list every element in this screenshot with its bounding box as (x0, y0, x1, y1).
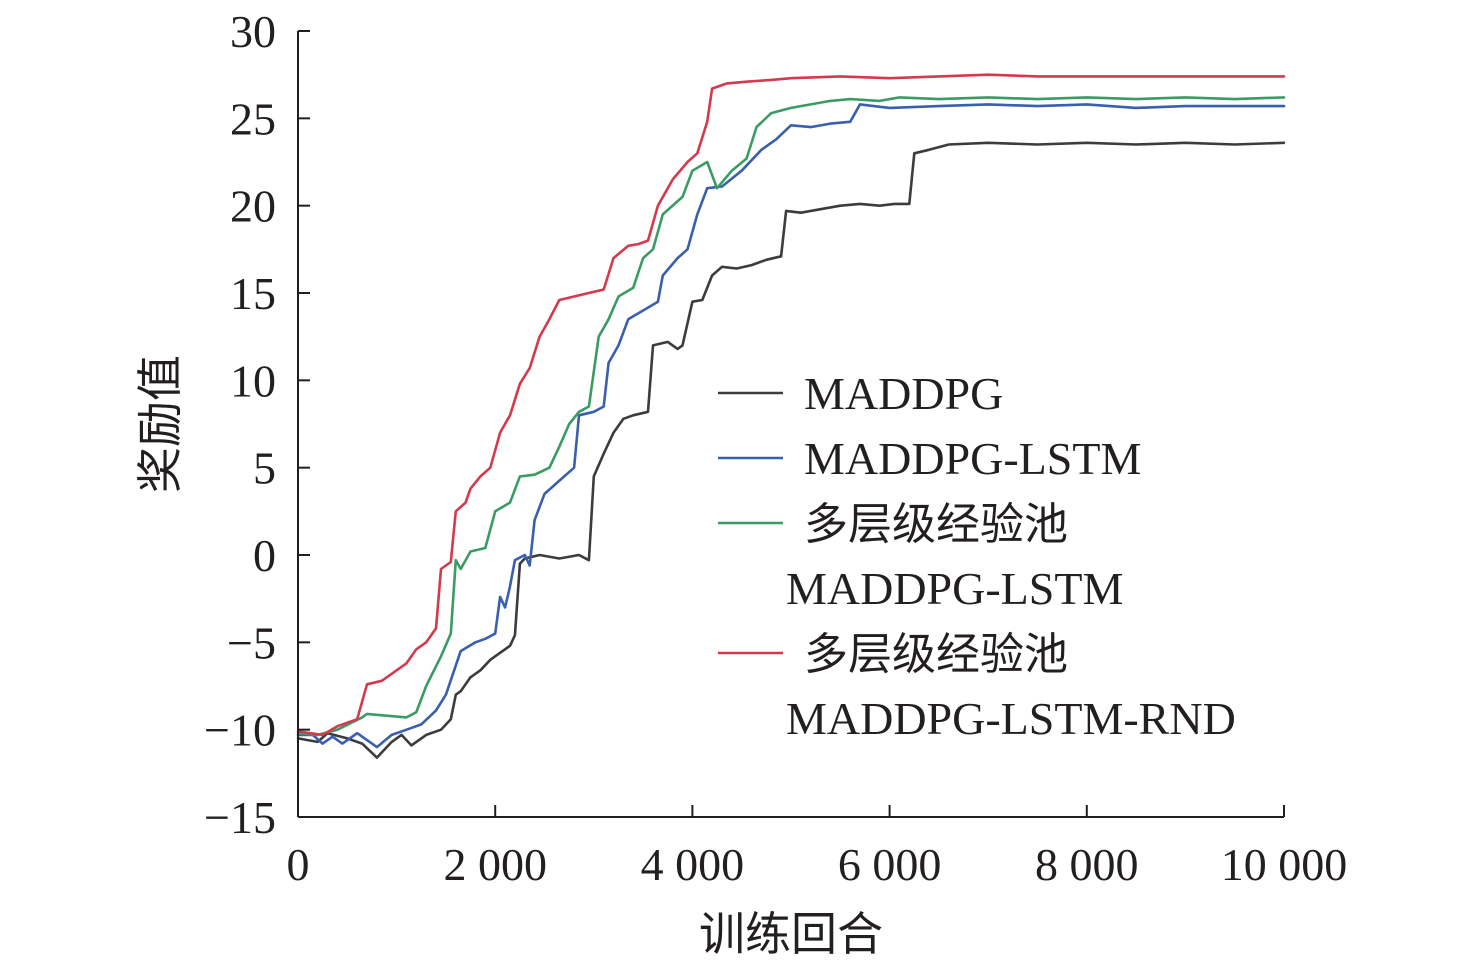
legend-label: MADDPG-LSTM-RND (786, 693, 1236, 744)
legend-label: MADDPG-LSTM (804, 433, 1141, 484)
x-tick-label: 6 000 (838, 839, 942, 890)
y-axis-title: 奖励值 (133, 355, 187, 493)
plot-area: −15 −10 −5 0 5 10 15 20 25 30 0 2 000 4 000 6 000 8 0… (204, 6, 1347, 890)
y-tick-label: 20 (230, 181, 276, 232)
series-line-4 (296, 73, 1286, 737)
x-tick-label: 0 (287, 839, 310, 890)
y-tick-label: 5 (253, 443, 276, 494)
y-axis-ticks: −15 −10 −5 0 5 10 15 20 25 30 (204, 6, 310, 843)
series-lines (296, 73, 1286, 759)
x-axis-ticks: 0 2 000 4 000 6 000 8 000 10 000 (287, 805, 1348, 890)
series-line-2 (296, 103, 1286, 749)
y-tick-label: −5 (227, 617, 276, 668)
legend-label: 多层级经验池 (804, 499, 1068, 550)
series-line-3 (296, 96, 1286, 737)
y-tick-label: −10 (204, 705, 276, 756)
x-axis-title: 训练回合 (699, 907, 883, 961)
y-tick-label: 10 (230, 355, 276, 406)
y-tick-label: 15 (230, 268, 276, 319)
legend-label: MADDPG (804, 368, 1003, 419)
x-tick-label: 4 000 (641, 839, 745, 890)
legend: MADDPG MADDPG-LSTM 多层级经验池 MADDPG-LSTM 多层级经验池… (718, 368, 1236, 744)
x-tick-label: 10 000 (1221, 839, 1348, 890)
y-tick-label: 30 (230, 6, 276, 57)
y-tick-label: 0 (253, 530, 276, 581)
legend-label: 多层级经验池 (804, 629, 1068, 680)
y-tick-label: 25 (230, 93, 276, 144)
y-tick-label: −15 (204, 792, 276, 843)
legend-label: MADDPG-LSTM (786, 563, 1123, 614)
x-tick-label: 8 000 (1035, 839, 1139, 890)
series-line-1 (296, 141, 1286, 759)
x-tick-label: 2 000 (443, 839, 547, 890)
